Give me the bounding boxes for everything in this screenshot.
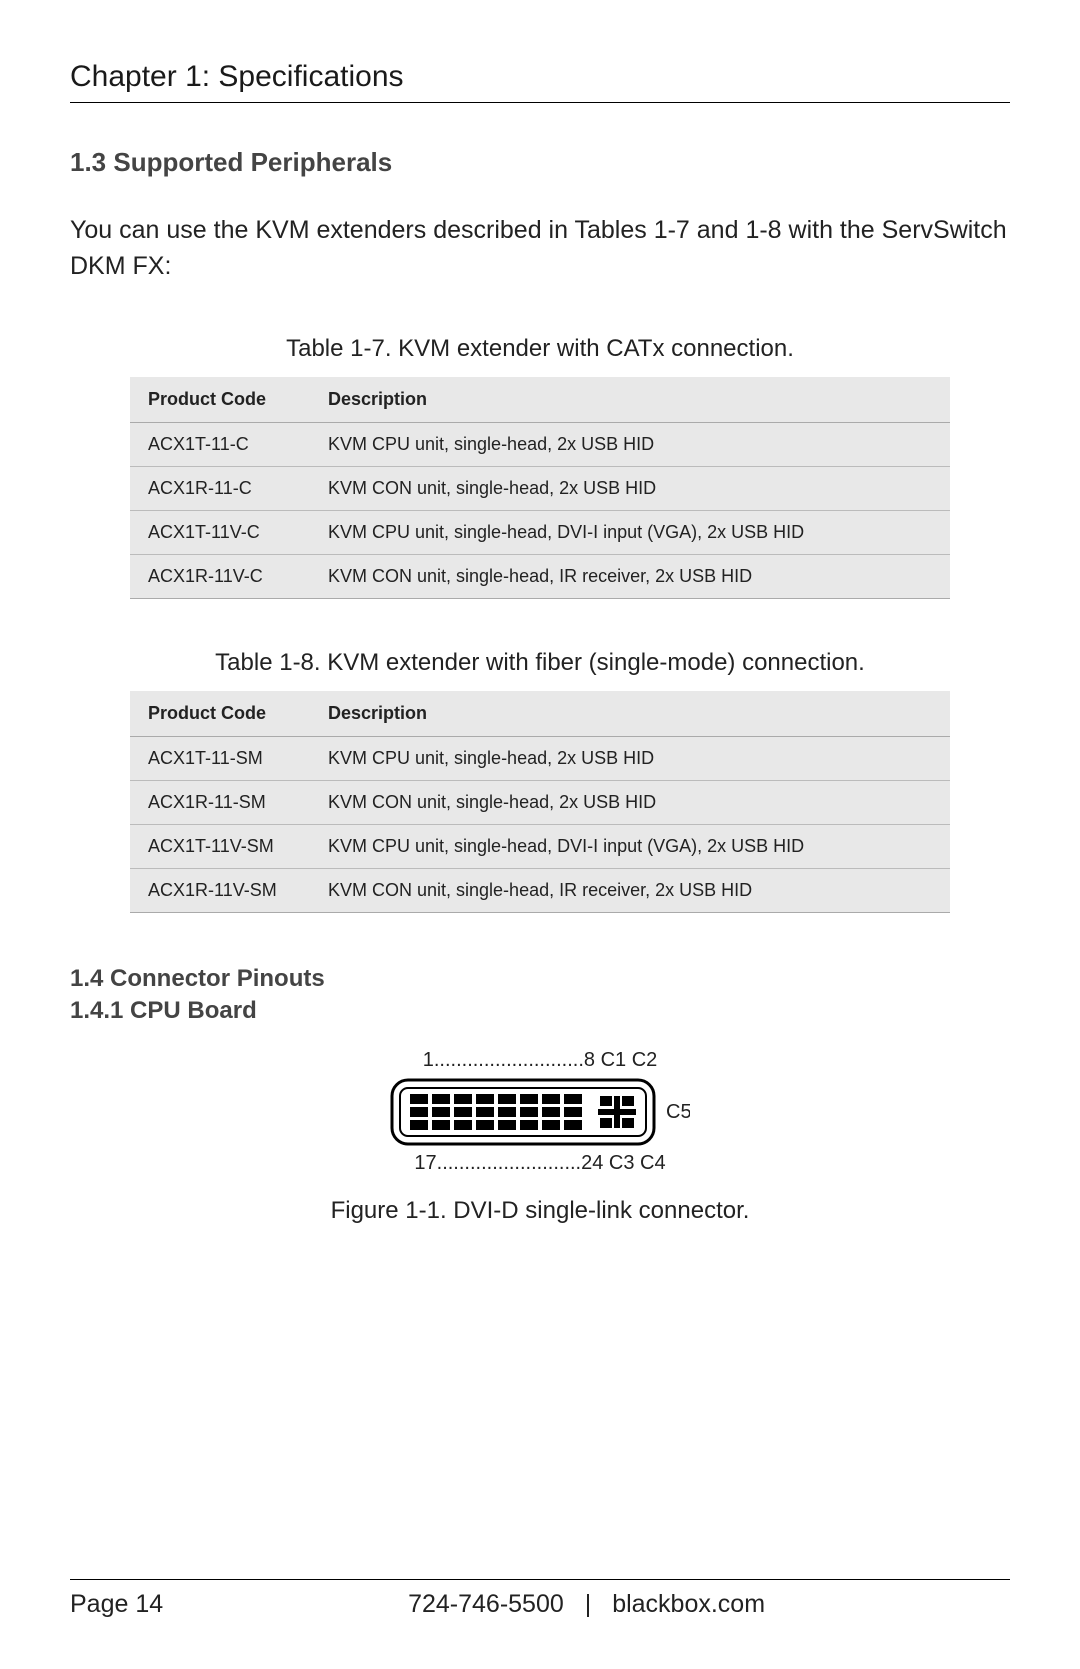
table-1-7-caption: Table 1-7. KVM extender with CATx connec… — [70, 335, 1010, 363]
table-cell: KVM CPU unit, single-head, DVI-I input (… — [310, 824, 950, 868]
footer-site: blackbox.com — [612, 1590, 765, 1618]
table-cell: ACX1R-11-SM — [130, 780, 310, 824]
figure-1-1-caption: Figure 1-1. DVI-D single-link connector. — [70, 1197, 1010, 1225]
footer-separator: | — [585, 1590, 592, 1618]
table-row: ACX1T-11-SMKVM CPU unit, single-head, 2x… — [130, 736, 950, 780]
figure-pin-row-bottom: 17..........................24 C3 C4 — [70, 1152, 1010, 1175]
table-cell: KVM CON unit, single-head, IR receiver, … — [310, 554, 950, 598]
table-row: ACX1T-11-CKVM CPU unit, single-head, 2x … — [130, 422, 950, 466]
table-1-8-caption: Table 1-8. KVM extender with fiber (sing… — [70, 649, 1010, 677]
table-row: ACX1R-11-SMKVM CON unit, single-head, 2x… — [130, 780, 950, 824]
table-header: Description — [310, 691, 950, 737]
table-cell: KVM CPU unit, single-head, 2x USB HID — [310, 422, 950, 466]
table-row: ACX1R-11-CKVM CON unit, single-head, 2x … — [130, 466, 950, 510]
table-cell: ACX1T-11V-SM — [130, 824, 310, 868]
table-cell: KVM CON unit, single-head, 2x USB HID — [310, 466, 950, 510]
table-row: ACX1R-11V-CKVM CON unit, single-head, IR… — [130, 554, 950, 598]
table-cell: ACX1R-11V-SM — [130, 868, 310, 912]
footer-phone: 724-746-5500 — [408, 1590, 564, 1618]
section-1-3-intro: You can use the KVM extenders described … — [70, 212, 1010, 285]
footer-page-number: Page 14 — [70, 1590, 163, 1619]
dvi-connector-icon: C5 — [390, 1076, 690, 1148]
table-cell: KVM CON unit, single-head, IR receiver, … — [310, 868, 950, 912]
table-cell: KVM CPU unit, single-head, DVI-I input (… — [310, 510, 950, 554]
section-1-3-heading: 1.3 Supported Peripherals — [70, 147, 1010, 178]
table-header: Product Code — [130, 377, 310, 423]
page-footer: Page 14 724-746-5500 | blackbox.com — [70, 1579, 1010, 1619]
table-header: Description — [310, 377, 950, 423]
section-1-4-heading: 1.4 Connector Pinouts — [70, 963, 1010, 995]
table-cell: ACX1T-11V-C — [130, 510, 310, 554]
table-cell: ACX1T-11-SM — [130, 736, 310, 780]
section-1-4-1-heading: 1.4.1 CPU Board — [70, 995, 1010, 1027]
table-cell: ACX1R-11-C — [130, 466, 310, 510]
table-header: Product Code — [130, 691, 310, 737]
table-row: ACX1T-11V-CKVM CPU unit, single-head, DV… — [130, 510, 950, 554]
figure-c5-label: C5 — [666, 1101, 690, 1123]
table-row: ACX1T-11V-SMKVM CPU unit, single-head, D… — [130, 824, 950, 868]
table-cell: ACX1R-11V-C — [130, 554, 310, 598]
figure-1-1: 1...........................8 C1 C2 C5 1… — [70, 1049, 1010, 1225]
figure-pin-row-top: 1...........................8 C1 C2 — [70, 1049, 1010, 1072]
table-row: ACX1R-11V-SMKVM CON unit, single-head, I… — [130, 868, 950, 912]
table-cell: KVM CPU unit, single-head, 2x USB HID — [310, 736, 950, 780]
chapter-title: Chapter 1: Specifications — [70, 60, 1010, 103]
table-1-7: Product CodeDescriptionACX1T-11-CKVM CPU… — [130, 377, 950, 599]
table-cell: KVM CON unit, single-head, 2x USB HID — [310, 780, 950, 824]
table-cell: ACX1T-11-C — [130, 422, 310, 466]
table-1-8: Product CodeDescriptionACX1T-11-SMKVM CP… — [130, 691, 950, 913]
